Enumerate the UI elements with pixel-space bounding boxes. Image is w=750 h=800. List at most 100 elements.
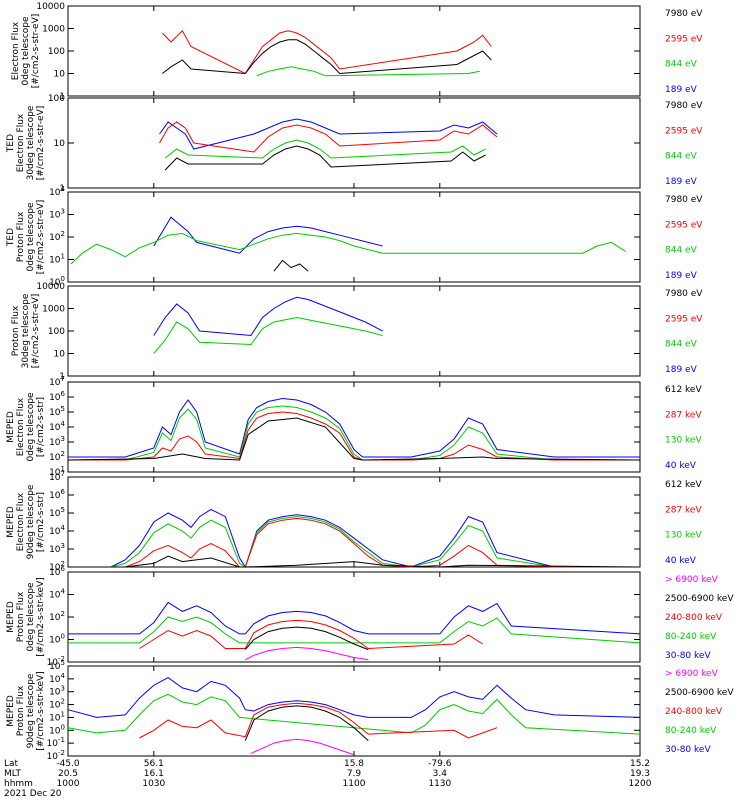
legend-entry: 189 eV xyxy=(665,177,698,187)
y-tick-label: 1 xyxy=(59,184,65,194)
series-line-4 xyxy=(164,145,486,171)
series-line-4 xyxy=(244,626,369,651)
y-tick-label: 100 xyxy=(49,633,65,646)
legend-entry: 240-800 keV xyxy=(665,613,723,623)
y-axis-label: Electron Flux xyxy=(16,397,26,456)
y-axis-label: [#/cm2-s-str-eV] xyxy=(31,14,41,89)
y-axis-label: [#/cm2-s-str] xyxy=(36,397,46,457)
y-axis-label: Electron Flux xyxy=(16,492,26,551)
y-axis-label: [#/cm2-s-str-eV] xyxy=(36,106,46,181)
legend-entry: 30-80 keV xyxy=(665,745,711,755)
series-line-1 xyxy=(68,508,640,569)
series-line-1 xyxy=(153,296,383,337)
panel-2: 1 10 100 TED Electron Flux 30deg telescope [#/… xyxy=(6,94,703,194)
series-line-4 xyxy=(68,555,641,568)
panel-frame xyxy=(67,665,641,757)
y-axis-label: Electron Flux xyxy=(16,113,26,172)
y-axis-label: Proton Flux xyxy=(16,211,26,262)
y-tick-label: 101 xyxy=(49,253,65,266)
panel-frame xyxy=(67,571,641,663)
footer-value: 3.4 xyxy=(433,769,448,779)
legend-entry: 2595 eV xyxy=(665,220,703,230)
panel-frame xyxy=(67,191,641,283)
y-tick-label: 103 xyxy=(49,208,65,221)
footer-row-label: MLT xyxy=(4,769,22,779)
y-axis-label: 0deg telescope xyxy=(26,392,36,462)
footer-value: 20.5 xyxy=(58,769,78,779)
y-tick-label: 1 xyxy=(59,92,65,102)
series-line-4 xyxy=(67,417,641,461)
footer-value: 16.1 xyxy=(144,769,164,779)
footer-value: 1030 xyxy=(142,779,165,789)
legend-entry: 7980 eV xyxy=(665,101,703,111)
y-tick-label: 102 xyxy=(49,450,65,463)
y-axis-label: Proton Flux xyxy=(16,591,26,642)
legend-entry: 30-80 keV xyxy=(665,651,711,661)
y-tick-label: 10-1 xyxy=(47,736,65,749)
series-line-1 xyxy=(159,118,498,150)
footer-value: 19.3 xyxy=(630,769,650,779)
legend-entry: 189 eV xyxy=(665,271,698,281)
y-axis-label: [#/cm2-s-str-keV] xyxy=(36,671,46,750)
footer-value: 7.9 xyxy=(347,769,362,779)
legend-entry: 189 eV xyxy=(665,85,698,95)
series-line-1 xyxy=(153,216,383,254)
footer-value: 1130 xyxy=(428,779,451,789)
y-axis-label: Electron Flux xyxy=(11,21,21,80)
y-tick-label: 103 xyxy=(49,542,65,555)
legend-entry: 2500-6900 keV xyxy=(665,594,734,604)
y-tick-label: 10 xyxy=(54,70,66,80)
y-axis-label: MEPED xyxy=(6,506,16,538)
legend-entry: 2595 eV xyxy=(665,314,703,324)
legend-entry: 612 keV xyxy=(665,385,702,395)
y-axis-label: 0deg telescope xyxy=(26,202,36,272)
y-axis-label: MEPED xyxy=(6,411,16,443)
panel-4: 1 10 100 1000 10000 Proton Flux 30deg telescop… xyxy=(11,282,703,382)
y-tick-label: 1000 xyxy=(42,25,65,35)
y-axis-label: 0deg telescope xyxy=(21,16,31,86)
legend-entry: 844 eV xyxy=(665,246,698,256)
series-line-3 xyxy=(139,702,498,739)
legend-entry: 80-240 keV xyxy=(665,726,717,736)
legend-entry: 130 keV xyxy=(665,531,702,541)
y-tick-label: 10 xyxy=(54,139,66,149)
y-tick-label: 105 xyxy=(49,405,65,418)
legend-entry: > 6900 keV xyxy=(665,575,719,585)
legend-entry: 7980 eV xyxy=(665,195,703,205)
legend-entry: 80-240 keV xyxy=(665,632,717,642)
footer-date: 2021 Dec 20 xyxy=(4,789,62,799)
y-tick-label: 102 xyxy=(49,230,65,243)
footer: Lat -45.0 56.1 15.8 -79.6 15.2 MLT 20.5 16.1 7.9 3… xyxy=(4,759,652,799)
series-line-1 xyxy=(68,397,640,458)
series-line-2 xyxy=(68,516,640,568)
series-line-3 xyxy=(256,66,480,77)
y-tick-label: 107 xyxy=(49,375,65,388)
legend-entry: 287 keV xyxy=(665,410,702,420)
y-tick-label: 100 xyxy=(48,47,65,57)
footer-value: 15.2 xyxy=(630,759,650,769)
panel-frame xyxy=(67,5,641,97)
y-tick-label: 10000 xyxy=(36,282,65,292)
y-tick-label: 10000 xyxy=(36,2,65,12)
legend-entry: 7980 eV xyxy=(665,289,703,299)
y-axis-label: TED xyxy=(6,134,16,153)
y-tick-label: 1 xyxy=(59,372,65,382)
y-axis-label: MEPED xyxy=(6,695,16,727)
series-line-2 xyxy=(162,39,492,75)
footer-value: 1100 xyxy=(343,779,366,789)
y-axis-label: [#/cm2-s-str-eV] xyxy=(31,294,41,369)
y-tick-label: 104 xyxy=(49,420,65,433)
legend-entry: 844 eV xyxy=(665,60,698,70)
y-tick-label: 1000 xyxy=(42,305,65,315)
legend-entry: 40 keV xyxy=(665,461,697,471)
y-tick-label: 100 xyxy=(49,723,65,736)
y-tick-label: 104 xyxy=(49,524,65,537)
legend-entry: 40 keV xyxy=(665,556,697,566)
series-line-1 xyxy=(162,29,492,75)
